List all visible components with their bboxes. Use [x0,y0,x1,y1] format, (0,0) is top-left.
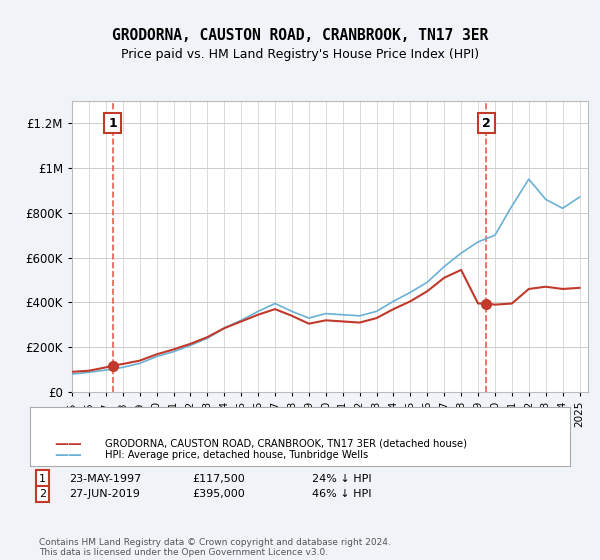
Text: 2: 2 [39,489,46,499]
Text: Price paid vs. HM Land Registry's House Price Index (HPI): Price paid vs. HM Land Registry's House … [121,48,479,60]
Text: 23-MAY-1997: 23-MAY-1997 [69,474,141,484]
Text: 46% ↓ HPI: 46% ↓ HPI [312,489,371,499]
Text: GRODORNA, CAUSTON ROAD, CRANBROOK, TN17 3ER (detached house): GRODORNA, CAUSTON ROAD, CRANBROOK, TN17 … [105,438,467,449]
Text: GRODORNA, CAUSTON ROAD, CRANBROOK, TN17 3ER: GRODORNA, CAUSTON ROAD, CRANBROOK, TN17 … [112,28,488,43]
Text: HPI: Average price, detached house, Tunbridge Wells: HPI: Average price, detached house, Tunb… [105,450,368,460]
Text: £117,500: £117,500 [192,474,245,484]
Text: 27-JUN-2019: 27-JUN-2019 [69,489,140,499]
Text: ——: —— [54,448,82,461]
Text: £395,000: £395,000 [192,489,245,499]
Text: 1: 1 [39,474,46,484]
Text: Contains HM Land Registry data © Crown copyright and database right 2024.
This d: Contains HM Land Registry data © Crown c… [39,538,391,557]
Text: 2: 2 [482,116,491,130]
Text: 24% ↓ HPI: 24% ↓ HPI [312,474,371,484]
Text: 1: 1 [108,116,117,130]
Text: ——: —— [54,437,82,450]
